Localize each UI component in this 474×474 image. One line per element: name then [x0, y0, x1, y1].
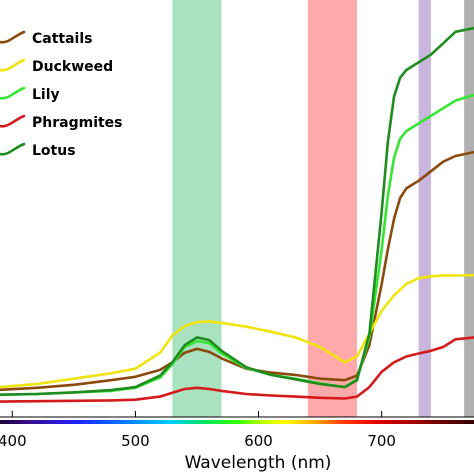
x-axis: 400 500 600 700 — [0, 411, 474, 450]
legend-label-lily: Lily — [32, 87, 60, 103]
x-tick-label-700: 700 — [367, 432, 396, 450]
legend-label-lotus: Lotus — [32, 143, 76, 159]
color-spectrum-bar — [0, 420, 474, 424]
x-tick-label-600: 600 — [244, 432, 273, 450]
wavelength-bands — [172, 0, 474, 417]
legend-swatch-duckweed — [0, 58, 26, 72]
legend-swatch-lotus — [0, 142, 26, 156]
legend-label-duckweed: Duckweed — [32, 59, 113, 75]
x-axis-title: Wavelength (nm) — [185, 453, 332, 473]
legend-label-cattails: Cattails — [32, 31, 92, 47]
x-tick-label-400: 400 — [0, 432, 27, 450]
band-3 — [464, 0, 474, 417]
series-line-duckweed — [0, 273, 474, 389]
series-lines — [0, 26, 474, 403]
band-2 — [418, 0, 431, 417]
series-line-lily — [0, 93, 474, 396]
legend-swatch-lily — [0, 86, 26, 100]
legend-swatch-phragmites — [0, 114, 26, 128]
series-line-cattails — [0, 150, 474, 392]
spectrum-gradient-bar — [0, 420, 474, 424]
legend: Cattails Duckweed Lily Phragmites Lotus — [0, 30, 123, 159]
x-tick-label-500: 500 — [121, 432, 150, 450]
legend-swatch-cattails — [0, 30, 26, 44]
legend-label-phragmites: Phragmites — [32, 115, 123, 131]
band-1 — [307, 0, 358, 417]
series-line-phragmites — [0, 336, 474, 403]
series-line-lotus — [0, 26, 474, 396]
